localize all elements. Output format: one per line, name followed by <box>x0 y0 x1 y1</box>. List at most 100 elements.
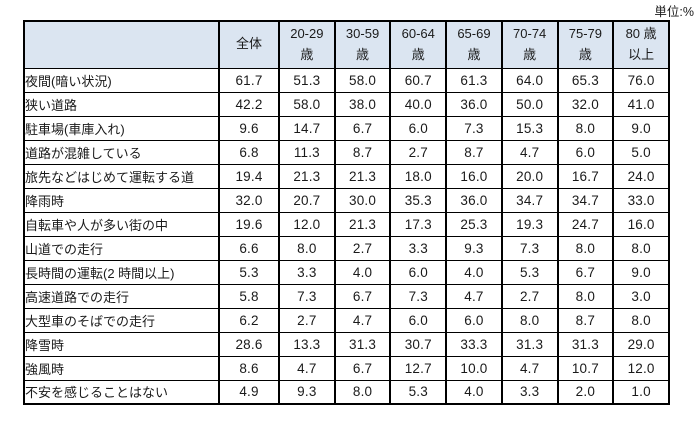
value-cell: 4.7 <box>278 355 336 381</box>
value-cell: 20.0 <box>500 163 559 189</box>
value-cell: 33.3 <box>445 331 503 357</box>
value-cell: 32.0 <box>218 187 280 213</box>
value-cell: 64.0 <box>500 67 559 93</box>
value-cell: 8.6 <box>218 355 280 381</box>
value-cell: 32.0 <box>556 91 615 117</box>
value-cell: 8.0 <box>612 307 670 333</box>
table-row: 道路が混雑している 6.8 11.3 8.7 2.7 8.7 4.7 6.0 5.0 <box>23 139 670 165</box>
row-label: 自転車や人が多い街の中 <box>23 211 220 237</box>
table-row: 自転車や人が多い街の中 19.6 12.0 21.3 17.3 25.3 19.3 24.7 1… <box>23 211 670 237</box>
value-cell: 19.6 <box>218 211 280 237</box>
table-row: 不安を感じることはない 4.9 9.3 8.0 5.3 4.0 3.3 2.0 1.0 <box>23 379 670 405</box>
value-cell: 12.0 <box>612 355 670 381</box>
column-header-20-29: 20-29 歳 <box>278 20 336 69</box>
value-cell: 8.0 <box>612 235 670 261</box>
value-cell: 6.7 <box>333 115 392 141</box>
value-cell: 4.0 <box>333 259 392 285</box>
value-cell: 6.2 <box>218 307 280 333</box>
value-cell: 19.4 <box>218 163 280 189</box>
survey-table: 全体 20-29 歳 30-59 歳 60-64 歳 65-69 歳 70-74… <box>23 20 670 405</box>
value-cell: 4.0 <box>445 259 503 285</box>
table-row: 降雪時 28.6 13.3 31.3 30.7 33.3 31.3 31.3 29.0 <box>23 331 670 357</box>
column-header-65-69: 65-69 歳 <box>445 20 503 69</box>
value-cell: 34.7 <box>556 187 615 213</box>
table-row: 夜間(暗い状況) 61.7 51.3 58.0 60.7 61.3 64.0 65.3 76.0 <box>23 67 670 93</box>
table-row: 旅先などはじめて運転する道 19.4 21.3 21.3 18.0 16.0 20.0 16.… <box>23 163 670 189</box>
value-cell: 31.3 <box>556 331 615 357</box>
value-cell: 10.7 <box>556 355 615 381</box>
value-cell: 17.3 <box>389 211 448 237</box>
column-header-70-74: 70-74 歳 <box>500 20 559 69</box>
value-cell: 58.0 <box>333 67 392 93</box>
value-cell: 60.7 <box>389 67 448 93</box>
row-label: 高速道路での走行 <box>23 283 220 309</box>
value-cell: 4.7 <box>445 283 503 309</box>
value-cell: 8.7 <box>556 307 615 333</box>
value-cell: 9.6 <box>218 115 280 141</box>
value-cell: 7.3 <box>445 115 503 141</box>
value-cell: 20.7 <box>278 187 336 213</box>
value-cell: 21.3 <box>278 163 336 189</box>
value-cell: 2.7 <box>389 139 448 165</box>
value-cell: 2.7 <box>500 283 559 309</box>
table-row: 駐車場(車庫入れ) 9.6 14.7 6.7 6.0 7.3 15.3 8.0 9.0 <box>23 115 670 141</box>
row-label: 駐車場(車庫入れ) <box>23 115 220 141</box>
value-cell: 9.0 <box>612 259 670 285</box>
value-cell: 14.7 <box>278 115 336 141</box>
value-cell: 3.0 <box>612 283 670 309</box>
value-cell: 76.0 <box>612 67 670 93</box>
value-cell: 5.0 <box>612 139 670 165</box>
value-cell: 2.0 <box>556 379 615 405</box>
value-cell: 36.0 <box>445 187 503 213</box>
value-cell: 3.3 <box>389 235 448 261</box>
value-cell: 15.3 <box>500 115 559 141</box>
value-cell: 8.0 <box>333 379 392 405</box>
column-header-60-64: 60-64 歳 <box>389 20 448 69</box>
value-cell: 21.3 <box>333 211 392 237</box>
value-cell: 1.0 <box>612 379 670 405</box>
value-cell: 9.3 <box>278 379 336 405</box>
value-cell: 2.7 <box>278 307 336 333</box>
value-cell: 16.7 <box>556 163 615 189</box>
table-header: 全体 20-29 歳 30-59 歳 60-64 歳 65-69 歳 70-74… <box>23 20 670 69</box>
value-cell: 8.7 <box>333 139 392 165</box>
value-cell: 6.7 <box>333 355 392 381</box>
value-cell: 29.0 <box>612 331 670 357</box>
value-cell: 19.3 <box>500 211 559 237</box>
value-cell: 6.0 <box>389 115 448 141</box>
corner-cell <box>23 20 220 69</box>
value-cell: 35.3 <box>389 187 448 213</box>
value-cell: 8.0 <box>556 235 615 261</box>
value-cell: 30.0 <box>333 187 392 213</box>
value-cell: 8.0 <box>500 307 559 333</box>
header-row: 全体 20-29 歳 30-59 歳 60-64 歳 65-69 歳 70-74… <box>23 20 670 69</box>
row-label: 不安を感じることはない <box>23 379 220 405</box>
value-cell: 9.3 <box>445 235 503 261</box>
value-cell: 8.0 <box>278 235 336 261</box>
value-cell: 31.3 <box>333 331 392 357</box>
value-cell: 5.3 <box>218 259 280 285</box>
value-cell: 18.0 <box>389 163 448 189</box>
value-cell: 65.3 <box>556 67 615 93</box>
column-header-75-79: 75-79 歳 <box>556 20 615 69</box>
row-label: 道路が混雑している <box>23 139 220 165</box>
value-cell: 31.3 <box>500 331 559 357</box>
table-row: 降雨時 32.0 20.7 30.0 35.3 36.0 34.7 34.7 33.0 <box>23 187 670 213</box>
value-cell: 41.0 <box>612 91 670 117</box>
column-header-total: 全体 <box>218 20 280 69</box>
row-label: 降雨時 <box>23 187 220 213</box>
value-cell: 6.0 <box>556 139 615 165</box>
value-cell: 7.3 <box>278 283 336 309</box>
value-cell: 13.3 <box>278 331 336 357</box>
value-cell: 40.0 <box>389 91 448 117</box>
value-cell: 8.0 <box>556 283 615 309</box>
value-cell: 4.9 <box>218 379 280 405</box>
row-label: 長時間の運転(2 時間以上) <box>23 259 220 285</box>
value-cell: 21.3 <box>333 163 392 189</box>
value-cell: 34.7 <box>500 187 559 213</box>
value-cell: 33.0 <box>612 187 670 213</box>
table-row: 高速道路での走行 5.8 7.3 6.7 7.3 4.7 2.7 8.0 3.0 <box>23 283 670 309</box>
value-cell: 16.0 <box>612 211 670 237</box>
value-cell: 6.0 <box>389 259 448 285</box>
